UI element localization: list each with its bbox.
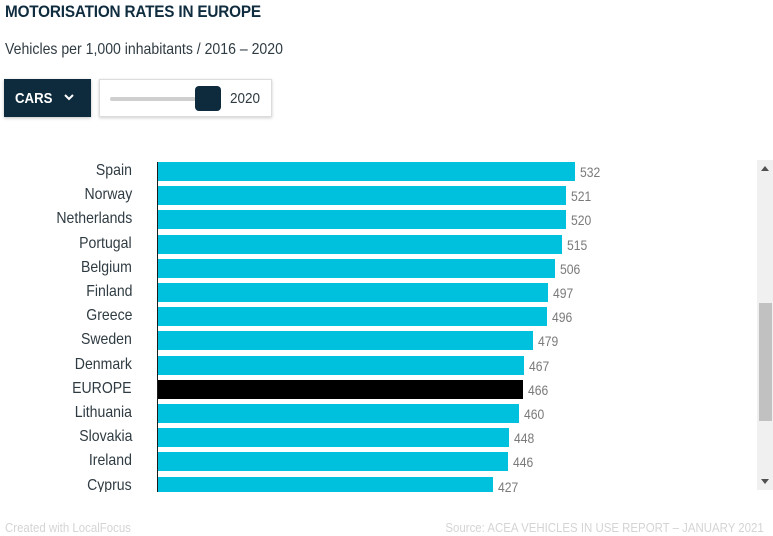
bar[interactable] [158,162,575,181]
bar-row: Belgium 506 [0,257,740,281]
bar[interactable] [158,307,547,327]
chart-subtitle: Vehicles per 1,000 inhabitants / 2016 – … [5,41,283,58]
bar[interactable] [158,428,510,448]
chart-title: MOTORISATION RATES IN EUROPE [5,2,261,21]
bar-row: Slovakia 448 [0,426,740,450]
bar[interactable] [158,331,534,351]
category-label: Cyprus [87,476,132,492]
data-label: 521 [571,189,592,205]
data-label: 467 [529,358,550,374]
bar[interactable] [158,404,519,423]
source-note: Source: ACEA VEHICLES IN USE REPORT – JA… [445,520,764,535]
category-label: Spain [95,162,132,179]
category-label: Norway [84,186,132,204]
bar[interactable] [158,355,525,375]
category-label: Portugal [79,234,132,252]
data-label: 460 [523,407,544,422]
bar[interactable] [158,476,493,492]
category-label: Greece [85,307,132,325]
bar-row: Spain 532 [0,160,740,184]
bar-row: Sweden 479 [0,329,740,353]
credit-link[interactable]: Created with LocalFocus [5,520,131,535]
y-axis-line [157,162,158,492]
bar-europe[interactable] [158,379,524,399]
bar[interactable] [158,452,508,472]
bar-row: Portugal 515 [0,233,740,257]
category-label: Denmark [74,355,132,373]
bar[interactable] [158,283,548,302]
slider-value: 2020 [230,90,261,107]
bar[interactable] [158,210,566,230]
data-label: 506 [559,261,580,277]
bar-row: Finland 497 [0,281,740,305]
bar-chart: Spain 532 Norway 521 Netherlands 520 Portugal 5… [0,158,757,492]
bar-row: Cyprus 427 [0,475,740,492]
scroll-up-arrow-icon[interactable] [761,166,769,171]
category-label: Ireland [88,452,132,470]
category-label: Belgium [81,258,132,276]
bar-row: Greece 496 [0,305,740,329]
data-label: 532 [580,165,601,180]
year-slider[interactable]: 2020 [99,79,272,117]
bar-row: Ireland 446 [0,450,740,474]
data-label: 515 [566,237,587,253]
data-label: 497 [552,286,573,301]
bar-row: Denmark 467 [0,354,740,378]
chevron-down-icon [64,94,74,101]
bar[interactable] [158,258,555,278]
bar[interactable] [158,234,562,254]
category-label: Sweden [81,331,132,349]
data-label: 446 [512,455,533,471]
category-label: Slovakia [78,428,132,446]
category-label: Finland [85,283,132,300]
slider-track[interactable] [110,97,210,101]
bar-row: EUROPE 466 [0,378,740,402]
bar-row: Norway 521 [0,184,740,208]
scroll-down-arrow-icon[interactable] [761,479,769,484]
vehicle-type-label: CARS [15,89,53,107]
data-label: 496 [551,310,573,326]
category-label: Lithuania [74,404,132,421]
category-label: Netherlands [56,210,132,228]
bar[interactable] [158,186,567,206]
chart-scrollbar[interactable] [757,160,773,490]
data-label: 520 [570,213,591,229]
bar-row: Lithuania 460 [0,402,740,426]
data-label: 448 [514,431,535,447]
category-label: EUROPE [72,379,132,397]
data-label: 466 [528,382,549,398]
scrollbar-thumb[interactable] [759,303,772,421]
slider-thumb[interactable] [195,86,221,111]
data-label: 427 [497,479,518,492]
bar-row: Netherlands 520 [0,208,740,232]
data-label: 479 [538,334,559,350]
vehicle-type-dropdown[interactable]: CARS [4,79,91,117]
